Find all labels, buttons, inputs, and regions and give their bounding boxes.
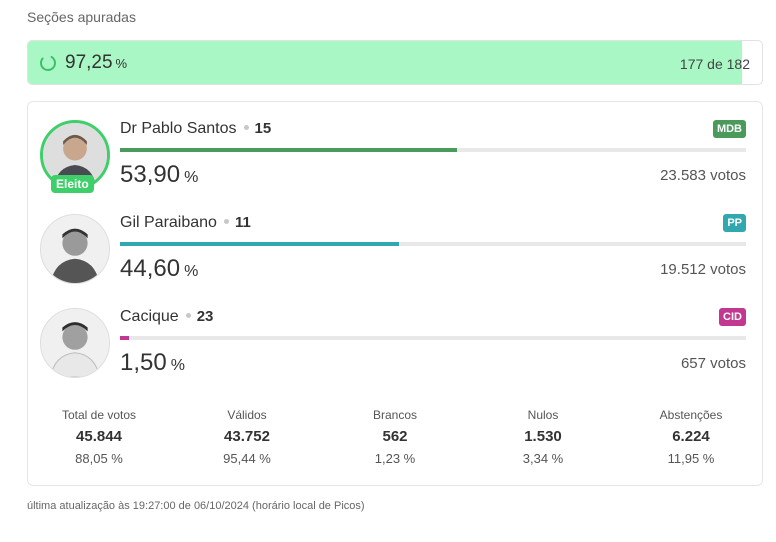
candidate-name: Cacique: [120, 308, 179, 325]
party-badge: CID: [719, 308, 746, 326]
candidate-votes: 19.512 votos: [660, 261, 746, 278]
stat-label: Nulos: [527, 408, 559, 422]
candidate-row[interactable]: Gil Paraibano 11 PP 44,60% 19.512 votos: [28, 214, 762, 304]
candidate-percent-unit: %: [170, 357, 185, 374]
vote-share-fill: [120, 242, 400, 246]
progress-percent-value: 97,25: [65, 52, 113, 73]
stat-value: 6.224: [672, 428, 710, 445]
candidate-avatar: Eleito: [40, 120, 110, 193]
candidate-name-row: Gil Paraibano 11: [120, 214, 251, 232]
stat-label: Abstenções: [659, 408, 723, 422]
stat-blank-votes: Brancos 562 1,23 %: [325, 408, 465, 466]
vote-share-bar: [120, 148, 746, 152]
candidate-percent-value: 53,90: [120, 161, 181, 188]
stat-label: Total de votos: [61, 408, 137, 422]
vote-share-fill: [120, 148, 458, 152]
candidate-name-row: Cacique 23: [120, 308, 213, 326]
candidate-percent-value: 1,50: [120, 349, 167, 376]
candidate-percent-unit: %: [184, 263, 199, 280]
candidate-name-row: Dr Pablo Santos 15: [120, 120, 271, 138]
results-card: Eleito Dr Pablo Santos 15 MDB 53,90% 23.5…: [27, 101, 763, 486]
candidate-avatar: [40, 308, 110, 378]
candidate-name: Gil Paraibano: [120, 214, 217, 231]
candidate-votes: 657 votos: [680, 355, 746, 372]
candidate-number: 23: [196, 308, 214, 325]
stat-percent: 95,44 %: [223, 451, 271, 466]
elected-badge: Eleito: [51, 175, 94, 193]
stat-total-votes: Total de votos 45.844 88,05 %: [29, 408, 169, 466]
progress-fill: [28, 41, 742, 84]
candidate-percent: 53,90%: [120, 161, 198, 189]
stat-label: Brancos: [372, 408, 418, 422]
candidate-row[interactable]: Cacique 23 CID 1,50% 657 votos: [28, 308, 762, 398]
stat-percent: 11,95 %: [667, 451, 715, 466]
stat-null-votes: Nulos 1.530 3,34 %: [473, 408, 613, 466]
progress-percent-unit: %: [115, 56, 128, 71]
vote-share-bar: [120, 336, 746, 340]
candidate-photo-icon: [40, 214, 110, 284]
stat-label: Válidos: [227, 408, 267, 422]
candidate-number: 11: [234, 214, 251, 231]
progress-percent: 97,25%: [65, 52, 127, 74]
stat-value: 45.844: [76, 428, 122, 445]
candidate-avatar: [40, 214, 110, 284]
party-badge: MDB: [712, 120, 746, 138]
stat-value: 562: [382, 428, 408, 445]
candidate-percent: 44,60%: [120, 255, 198, 283]
sections-count: 177 de 182: [679, 56, 750, 72]
loading-spinner-icon: [40, 55, 56, 71]
candidate-votes: 23.583 votos: [660, 167, 746, 184]
sections-counted-title: Seções apuradas: [27, 9, 136, 25]
separator-dot: [243, 124, 249, 130]
vote-share-bar: [120, 242, 746, 246]
candidate-percent-unit: %: [184, 169, 199, 186]
stat-value: 1.530: [524, 428, 562, 445]
stat-valid-votes: Válidos 43.752 95,44 %: [177, 408, 317, 466]
candidate-percent-value: 44,60: [120, 255, 181, 282]
separator-dot: [185, 312, 191, 318]
candidate-photo-icon: [40, 308, 110, 378]
candidate-number: 15: [254, 120, 272, 137]
stat-value: 43.752: [224, 428, 270, 445]
last-update-note: última atualização às 19:27:00 de 06/10/…: [27, 500, 365, 512]
vote-share-fill: [120, 336, 130, 340]
sections-progress-bar: 97,25% 177 de 182: [27, 40, 763, 85]
stat-percent: 88,05 %: [75, 451, 123, 466]
stat-percent: 1,23 %: [374, 451, 416, 466]
stat-abstentions: Abstenções 6.224 11,95 %: [621, 408, 761, 466]
candidate-name: Dr Pablo Santos: [120, 120, 237, 137]
party-badge: PP: [723, 214, 746, 232]
candidate-percent: 1,50%: [120, 349, 185, 377]
candidate-row[interactable]: Eleito Dr Pablo Santos 15 MDB 53,90% 23.5…: [28, 120, 762, 210]
stat-percent: 3,34 %: [522, 451, 564, 466]
separator-dot: [223, 218, 229, 224]
